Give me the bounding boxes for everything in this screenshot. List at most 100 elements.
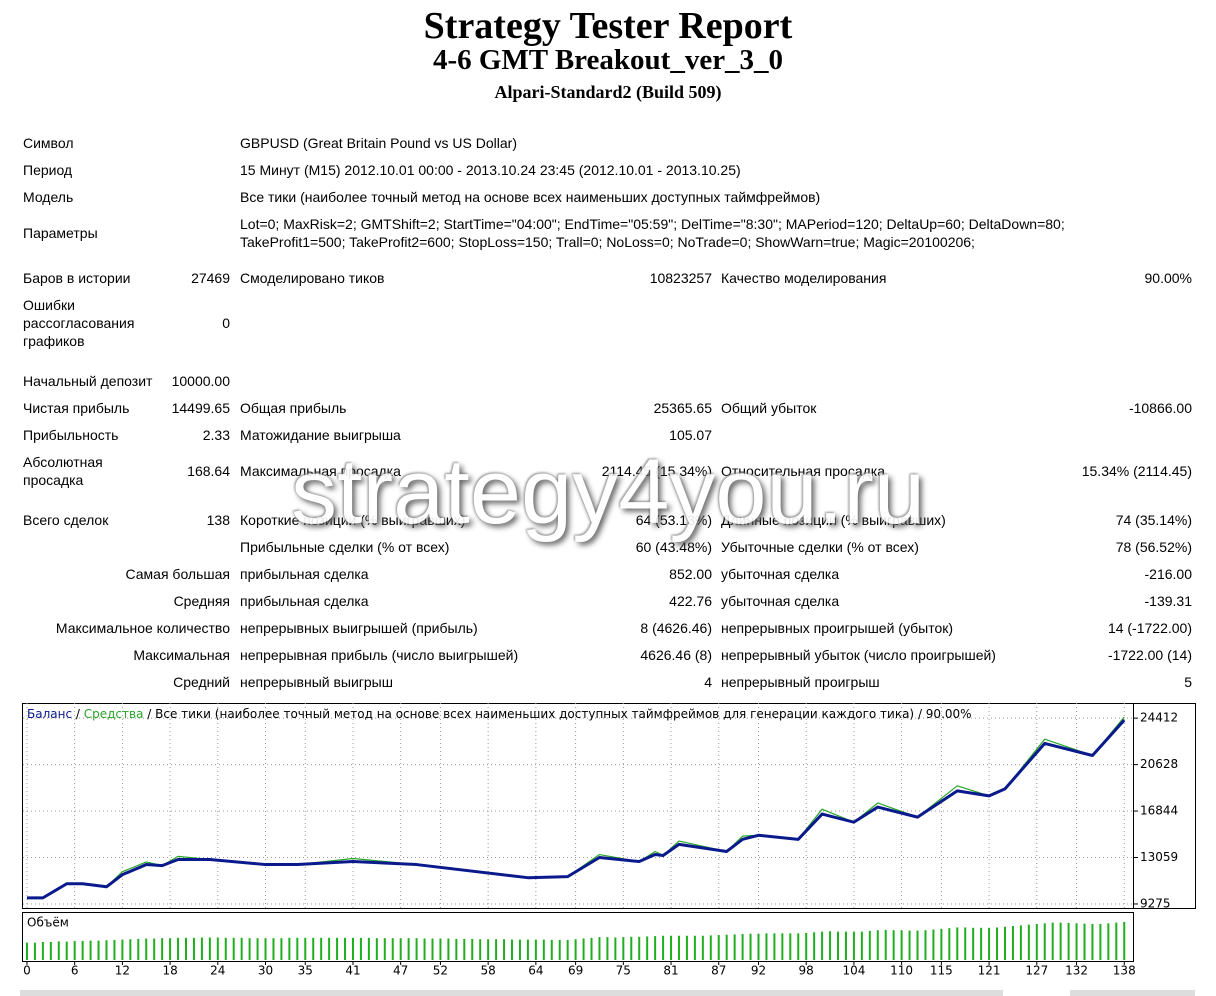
volume-bar: [884, 929, 887, 960]
x-tick-label: 75: [616, 964, 631, 978]
stat-value: 78 (56.52%): [1115, 539, 1192, 555]
volume-bar: [717, 935, 720, 960]
volume-bar: [423, 938, 426, 960]
volume-bar: [940, 928, 943, 960]
legend-separator: /: [914, 707, 926, 721]
volume-bar: [487, 939, 490, 960]
volume-bar: [972, 927, 975, 960]
volume-bar: [431, 938, 434, 960]
volume-bar: [574, 939, 577, 960]
volume-bar: [367, 937, 370, 960]
x-tick-label: 69: [568, 964, 583, 978]
stat-label: непрерывных выигрышей (прибыль): [240, 620, 478, 636]
volume-bar: [280, 938, 283, 960]
info-label: Модель: [23, 189, 74, 205]
volume-bar: [304, 937, 307, 960]
volume-bar: [240, 937, 243, 960]
volume-bar: [439, 938, 442, 960]
volume-bar: [542, 939, 545, 960]
volume-bar: [1075, 923, 1078, 960]
chart-frame: [22, 703, 1196, 909]
x-tick-label: 64: [528, 964, 543, 978]
volume-bar: [1051, 922, 1054, 960]
volume-bar: [25, 942, 28, 960]
volume-bar: [296, 937, 299, 960]
y-tick-label: 9275: [1140, 896, 1171, 910]
stat-value: 27469: [191, 270, 230, 286]
stat-label: убыточная сделка: [721, 593, 840, 609]
volume-bar: [932, 929, 935, 960]
volume-bar: [33, 942, 36, 960]
stat-label: Ошибки рассогласования графиков: [23, 297, 135, 349]
stat-label: Смоделировано тиков: [240, 270, 385, 286]
stat-value: -10866.00: [1128, 400, 1192, 416]
stat-value: 138: [206, 512, 230, 528]
volume-bar: [375, 938, 378, 960]
stat-value: 5: [1184, 674, 1192, 690]
y-tick-label: 24412: [1140, 711, 1178, 725]
volume-bar: [185, 937, 188, 960]
volume-bar: [264, 938, 267, 960]
x-tick-label: 41: [345, 964, 360, 978]
volume-bar: [852, 931, 855, 960]
quality: 90.00%: [926, 707, 972, 721]
volume-bar: [415, 938, 418, 960]
volume-bar: [868, 930, 871, 960]
volume-bar: [1123, 921, 1126, 960]
volume-bar: [614, 937, 617, 960]
volume-bar: [97, 940, 100, 960]
volume-bar: [916, 930, 919, 960]
volume-bar: [630, 936, 633, 960]
volume-bar: [1091, 923, 1094, 960]
volume-bar: [996, 927, 999, 960]
stat-label: Самая большая: [125, 566, 231, 582]
stat-label: непрерывный убыток (число проигрышей): [721, 647, 996, 663]
stat-label: Всего сделок: [23, 512, 109, 528]
volume-bar: [503, 939, 506, 960]
stat-value: -139.31: [1144, 593, 1192, 609]
stat-value: 2.33: [202, 427, 230, 443]
stat-value: 60 (43.48%): [635, 539, 712, 555]
volume-bar: [169, 938, 172, 960]
balance-line: [26, 719, 1126, 900]
stat-label: Начальный депозит: [23, 373, 153, 389]
volume-bar: [582, 938, 585, 960]
stat-value: 4626.46 (8): [640, 647, 712, 663]
volume-bar: [391, 938, 394, 960]
volume-bar: [654, 936, 657, 960]
volume-bar: [598, 937, 601, 960]
volume-bar: [288, 937, 291, 960]
stat-label: Абсолютная просадка: [23, 454, 103, 488]
volume-bar: [383, 938, 386, 960]
volume-bar: [73, 940, 76, 960]
info-value: Все тики (наиболее точный метод на основ…: [240, 189, 821, 205]
chart-caption: Все тики (наиболее точный метод на основ…: [155, 707, 914, 721]
info-value: Lot=0; MaxRisk=2; GMTShift=2; StartTime=…: [240, 216, 1065, 232]
report-subtitle: 4-6 GMT Breakout_ver_3_0: [432, 44, 784, 76]
x-tick-label: 121: [978, 964, 1001, 978]
stat-value: 10000.00: [171, 373, 230, 389]
stat-label: Общая прибыль: [240, 400, 347, 416]
stat-value: 14499.65: [171, 400, 230, 416]
legend-separator: /: [143, 707, 155, 721]
info-label: Параметры: [23, 225, 98, 241]
volume-bar: [638, 936, 641, 960]
info-value: 15 Минут (M15) 2012.10.01 00:00 - 2013.1…: [240, 162, 741, 178]
y-tick-label: 13059: [1140, 850, 1178, 864]
volume-bar: [749, 933, 752, 960]
info-label: Символ: [23, 135, 74, 151]
x-tick-label: 110: [890, 964, 913, 978]
volume-bar: [844, 931, 847, 960]
stat-label: прибыльная сделка: [240, 566, 369, 582]
stat-value: -216.00: [1144, 566, 1192, 582]
stat-value: -1722.00 (14): [1107, 647, 1192, 663]
volume-bar: [89, 940, 92, 960]
report-title: Strategy Tester Report: [423, 5, 793, 47]
volume-bar: [248, 938, 251, 960]
volume-bar: [272, 938, 275, 960]
volume-bar: [908, 930, 911, 960]
volume-bar: [455, 938, 458, 960]
volume-bar: [606, 937, 609, 960]
legend: Баланс / Средства / Все тики (наиболее т…: [27, 707, 972, 721]
